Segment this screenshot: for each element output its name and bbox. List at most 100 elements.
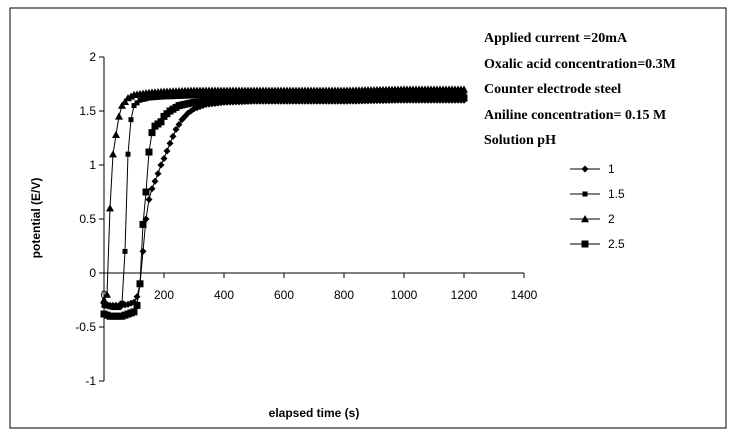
data-point	[353, 92, 359, 98]
data-point	[263, 92, 269, 98]
legend-label: 1.5	[608, 187, 625, 201]
legend-title: Solution pH	[484, 133, 556, 148]
data-point	[125, 151, 131, 157]
y-tick-label: 0.5	[79, 212, 96, 226]
data-point	[242, 92, 248, 98]
data-point	[356, 92, 362, 98]
data-point	[167, 94, 173, 100]
data-point	[185, 93, 191, 99]
data-point	[344, 92, 350, 98]
annotation-line: Applied current =20mA	[484, 31, 628, 46]
data-point	[323, 92, 329, 98]
data-point	[221, 92, 227, 98]
axes: -1 -0.5 0 0.5 1 1.5 2 0 200 400 600 800 1000 1200 1400	[75, 50, 537, 388]
data-point	[107, 304, 113, 310]
data-point	[148, 129, 156, 137]
y-tick-label: 1	[89, 158, 96, 172]
data-point	[122, 248, 128, 254]
series-layer	[100, 85, 468, 320]
data-point	[371, 92, 377, 98]
series-2	[100, 85, 468, 304]
data-point	[251, 92, 257, 98]
data-point	[374, 92, 380, 98]
data-point	[179, 93, 185, 99]
data-point	[305, 92, 311, 98]
data-point	[287, 92, 293, 98]
series-2-5	[100, 94, 468, 320]
legend: 1 1.5 2 2.5	[570, 162, 625, 251]
legend-marker	[581, 215, 589, 223]
data-point	[194, 93, 200, 99]
data-point	[296, 92, 302, 98]
data-point	[142, 188, 150, 196]
legend-label: 2	[608, 212, 615, 226]
data-point	[203, 93, 209, 99]
data-point	[170, 94, 176, 100]
data-point	[176, 93, 182, 99]
data-point	[233, 92, 239, 98]
data-point	[236, 92, 242, 98]
x-tick-label: 1200	[451, 288, 478, 302]
data-point	[169, 132, 177, 140]
data-point	[110, 305, 116, 311]
data-point	[311, 92, 317, 98]
data-point	[257, 92, 263, 98]
data-point	[248, 92, 254, 98]
data-point	[161, 94, 167, 100]
data-point	[119, 300, 125, 306]
data-point	[109, 150, 117, 158]
data-point	[326, 92, 332, 98]
data-point	[121, 97, 129, 106]
data-point	[182, 93, 188, 99]
data-point	[116, 305, 122, 311]
data-point	[188, 93, 194, 99]
data-point	[148, 185, 156, 193]
y-tick-label: 2	[89, 50, 96, 64]
data-point	[157, 118, 165, 126]
data-point	[154, 170, 162, 178]
data-point	[260, 92, 266, 98]
data-point	[350, 92, 356, 98]
data-point	[329, 92, 335, 98]
data-point	[359, 92, 365, 98]
data-point	[164, 94, 170, 100]
data-point	[284, 92, 290, 98]
data-point	[290, 92, 296, 98]
data-point	[215, 92, 221, 98]
data-point	[314, 92, 320, 98]
data-point	[137, 97, 143, 103]
data-point	[146, 95, 152, 101]
data-point	[200, 93, 206, 99]
data-point	[218, 92, 224, 98]
legend-label: 1	[608, 162, 615, 176]
legend-entry: 2	[570, 212, 615, 226]
data-point	[142, 215, 150, 223]
data-point	[106, 204, 114, 212]
data-point	[272, 92, 278, 98]
data-point	[143, 96, 149, 102]
data-point	[155, 94, 161, 100]
data-point	[275, 92, 281, 98]
data-point	[139, 220, 147, 228]
data-point	[140, 96, 146, 102]
data-point	[299, 92, 305, 98]
data-point	[266, 92, 272, 98]
chart-frame	[9, 7, 727, 429]
data-point	[133, 301, 141, 309]
data-point	[100, 296, 108, 304]
data-point	[145, 148, 153, 156]
data-point	[308, 92, 314, 98]
data-point	[128, 117, 134, 123]
x-tick-label: 600	[274, 288, 294, 302]
data-point	[212, 93, 218, 99]
data-point	[377, 92, 383, 98]
x-tick-label: 1000	[391, 288, 418, 302]
legend-marker	[582, 191, 588, 197]
data-point	[302, 92, 308, 98]
data-point	[166, 139, 174, 147]
annotation-line: Aniline concentration= 0.15 M	[484, 108, 666, 123]
data-point	[383, 92, 389, 98]
data-point	[104, 303, 110, 309]
legend-marker	[581, 240, 589, 248]
